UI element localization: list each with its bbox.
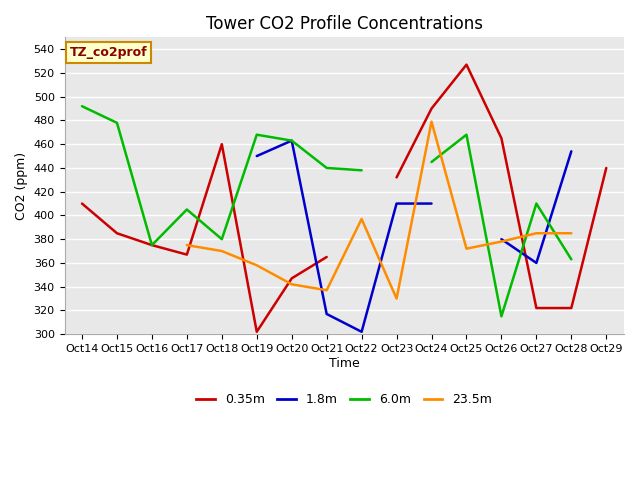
Text: TZ_co2prof: TZ_co2prof — [70, 46, 148, 59]
Y-axis label: CO2 (ppm): CO2 (ppm) — [15, 152, 28, 220]
X-axis label: Time: Time — [329, 357, 360, 370]
Legend: 0.35m, 1.8m, 6.0m, 23.5m: 0.35m, 1.8m, 6.0m, 23.5m — [191, 388, 497, 411]
Title: Tower CO2 Profile Concentrations: Tower CO2 Profile Concentrations — [205, 15, 483, 33]
